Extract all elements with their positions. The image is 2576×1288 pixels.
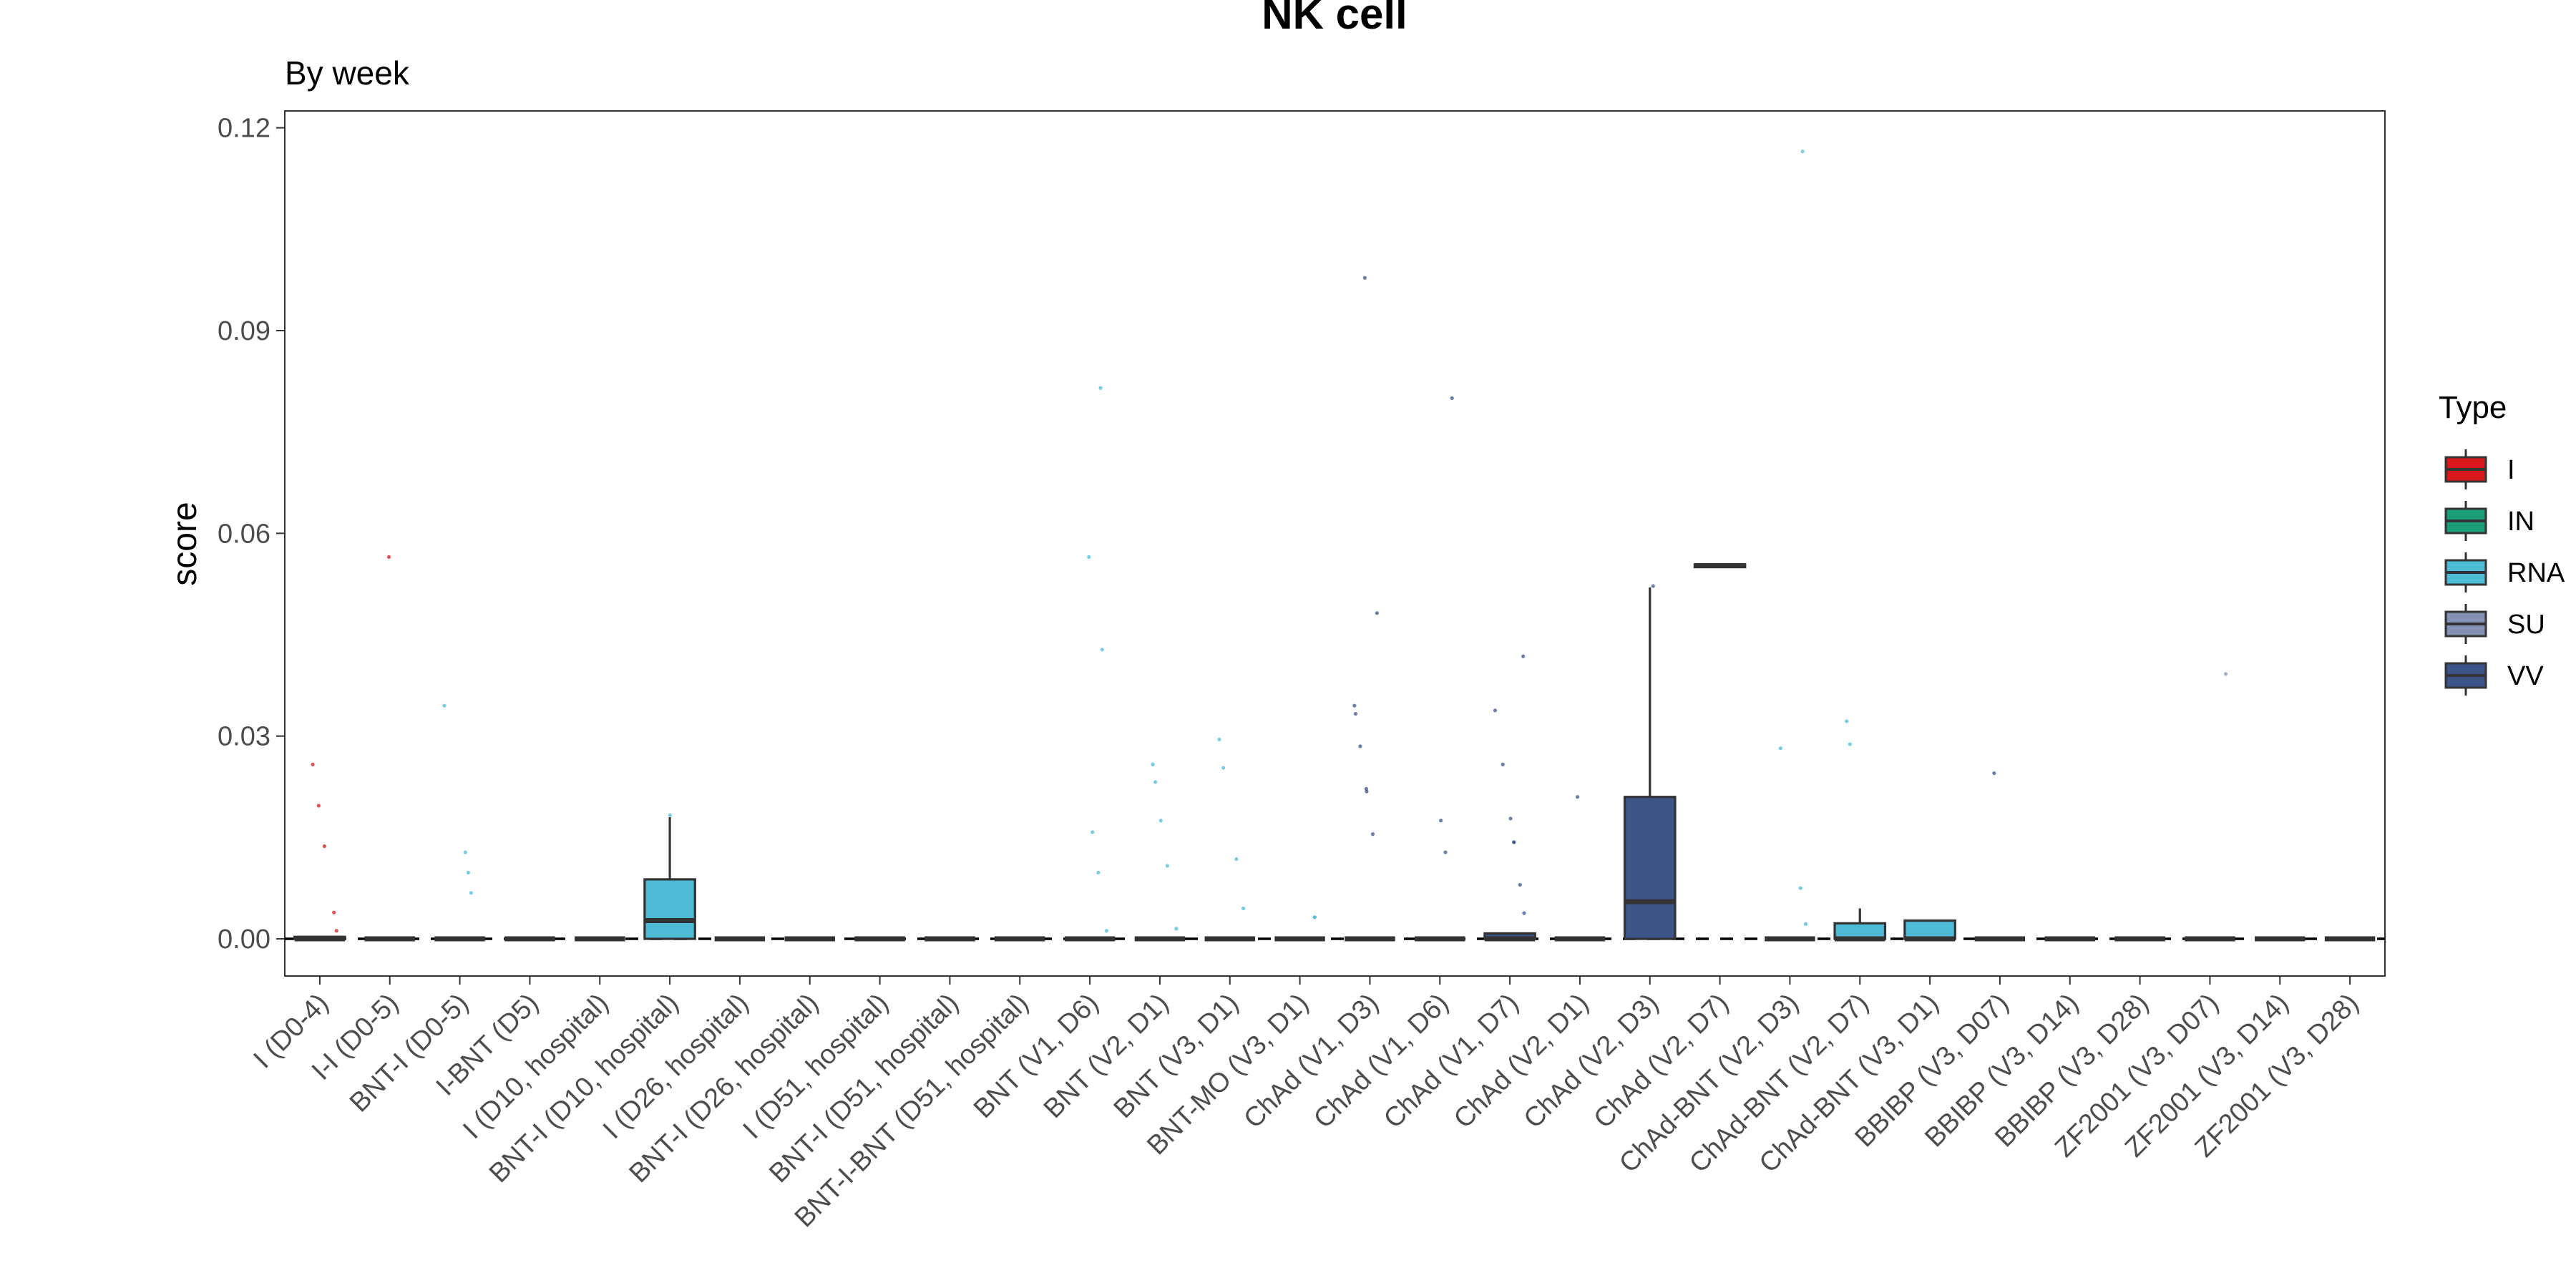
outlier-point bbox=[1575, 795, 1580, 799]
outlier-point bbox=[1518, 882, 1522, 887]
outlier-point bbox=[1153, 780, 1158, 784]
chart-subtitle: By week bbox=[285, 54, 410, 92]
outlier-point bbox=[1221, 766, 1226, 770]
outlier-point bbox=[1174, 927, 1179, 931]
outlier-point bbox=[668, 813, 672, 817]
y-tick-label: 0.12 bbox=[218, 114, 270, 144]
x-tick-label: BNT (V2, D1) bbox=[1038, 988, 1174, 1124]
outlier-point bbox=[1087, 555, 1091, 559]
outlier-point bbox=[1439, 819, 1443, 823]
y-tick-label: 0.09 bbox=[218, 316, 270, 346]
outlier-point bbox=[1312, 915, 1317, 919]
outlier-point bbox=[1493, 708, 1498, 713]
outlier-point bbox=[1100, 648, 1104, 652]
outlier-point bbox=[1370, 832, 1375, 836]
outlier-point bbox=[1521, 654, 1526, 658]
legend-label: SU bbox=[2507, 610, 2545, 640]
legend-title: Type bbox=[2439, 390, 2507, 425]
outlier-point bbox=[1443, 850, 1448, 854]
outlier-point bbox=[1158, 819, 1163, 823]
outlier-point bbox=[332, 910, 336, 914]
box-body bbox=[643, 878, 696, 940]
outlier-point bbox=[1798, 886, 1802, 890]
outlier-point bbox=[1165, 864, 1169, 868]
outlier-point bbox=[442, 703, 447, 708]
box-body bbox=[1623, 796, 1677, 940]
outlier-point bbox=[1352, 703, 1357, 708]
outlier-point bbox=[1512, 840, 1516, 844]
outlier-point bbox=[466, 870, 470, 875]
outlier-point bbox=[469, 891, 474, 895]
legend-label: RNA bbox=[2507, 558, 2565, 588]
outlier-point bbox=[316, 804, 321, 808]
y-tick-label: 0.00 bbox=[218, 924, 270, 955]
outlier-point bbox=[1508, 816, 1513, 821]
x-axis: I (D0-4)I-I (D0-5)BNT-I (D0-5)I-BNT (D5)… bbox=[248, 976, 2364, 1233]
x-tick-label: BNT (V3, D1) bbox=[1108, 988, 1244, 1124]
outlier-point bbox=[1234, 857, 1239, 862]
outlier-point bbox=[1992, 771, 1996, 776]
legend-label: VV bbox=[2507, 661, 2544, 691]
outlier-point bbox=[1501, 762, 1505, 766]
outlier-point bbox=[322, 844, 327, 849]
chart-title: NK cell bbox=[1262, 0, 1407, 38]
legend: I IN RNA SU VV bbox=[2444, 449, 2565, 696]
y-tick-label: 0.06 bbox=[218, 519, 270, 549]
y-tick-label: 0.03 bbox=[218, 722, 270, 752]
outlier-point bbox=[1848, 742, 1852, 746]
plot-panel-border bbox=[284, 110, 2386, 977]
outlier-point bbox=[386, 555, 391, 559]
outlier-point bbox=[2223, 672, 2228, 676]
outlier-point bbox=[1358, 744, 1362, 748]
outlier-point bbox=[1353, 711, 1358, 716]
outlier-point bbox=[1450, 396, 1454, 401]
box-body bbox=[1903, 919, 1956, 940]
outlier-point bbox=[1375, 611, 1379, 615]
outlier-point bbox=[463, 850, 467, 854]
outlier-point bbox=[1522, 911, 1526, 915]
y-axis: 0.00 0.03 0.06 0.09 0.12 bbox=[218, 114, 285, 955]
y-axis-title: score bbox=[166, 502, 204, 585]
outlier-point bbox=[1362, 275, 1367, 280]
outlier-point bbox=[1096, 870, 1101, 875]
outlier-point bbox=[311, 762, 315, 766]
outlier-point bbox=[1104, 929, 1109, 933]
legend-label: IN bbox=[2507, 507, 2534, 537]
plot-area bbox=[284, 110, 2386, 977]
outlier-point bbox=[334, 929, 338, 933]
outlier-point bbox=[1091, 830, 1095, 834]
legend-label: I bbox=[2507, 455, 2515, 485]
outlier-point bbox=[1778, 746, 1782, 751]
x-tick-label: BNT (V1, D6) bbox=[968, 988, 1104, 1124]
outlier-point bbox=[1365, 789, 1369, 794]
outlier-point bbox=[1151, 762, 1155, 766]
outlier-point bbox=[1845, 719, 1849, 723]
outlier-point bbox=[1217, 737, 1221, 742]
outlier-point bbox=[1241, 906, 1246, 911]
outlier-point bbox=[1803, 922, 1808, 926]
outlier-point bbox=[1651, 584, 1655, 588]
outlier-point bbox=[1098, 386, 1103, 390]
outlier-point bbox=[1800, 150, 1805, 154]
